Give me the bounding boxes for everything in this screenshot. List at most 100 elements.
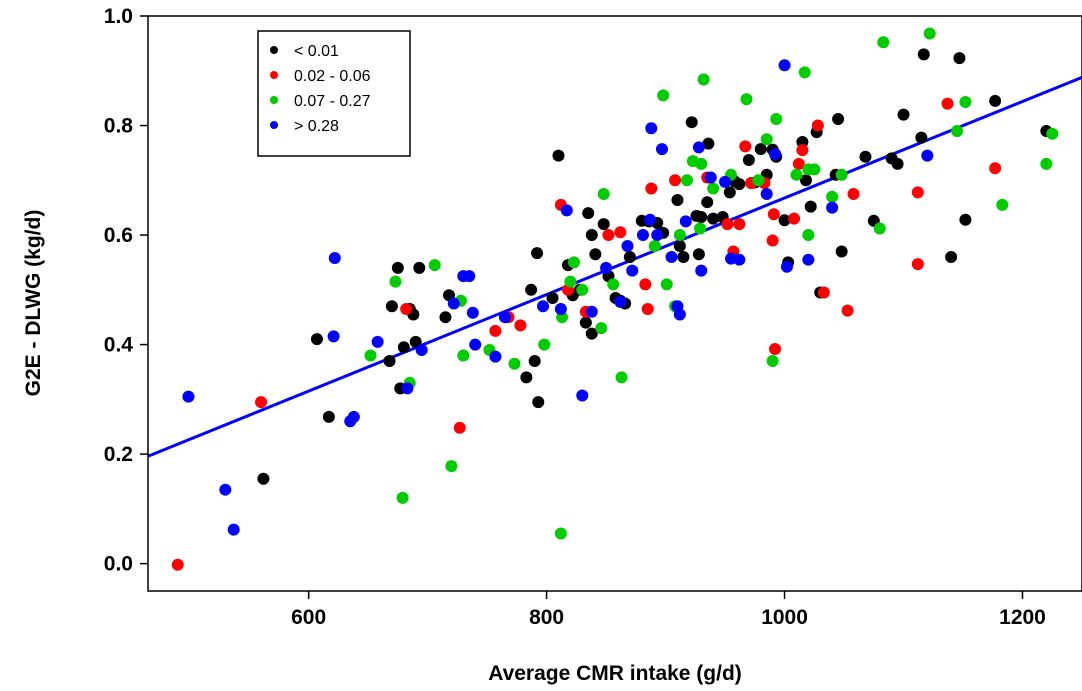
data-point <box>817 286 830 299</box>
y-tick-label: 0.6 <box>104 224 133 247</box>
data-point <box>915 131 928 144</box>
series-3-points <box>182 59 934 536</box>
data-point <box>520 371 533 384</box>
data-point <box>585 305 598 318</box>
data-point <box>707 212 720 225</box>
data-point <box>602 229 615 242</box>
data-point <box>796 144 809 157</box>
data-point <box>439 311 452 324</box>
data-point <box>645 182 658 195</box>
data-point <box>790 168 803 181</box>
data-point <box>673 240 686 252</box>
data-point <box>489 324 502 337</box>
data-point <box>389 275 402 288</box>
data-point <box>532 396 545 409</box>
data-point <box>171 558 184 571</box>
data-point <box>692 248 705 261</box>
data-point <box>733 253 746 266</box>
data-point <box>227 523 240 536</box>
legend-marker <box>270 121 278 129</box>
data-point <box>665 250 678 263</box>
data-point <box>941 97 954 110</box>
legend-label: 0.02 - 0.06 <box>294 68 371 85</box>
data-point <box>897 108 910 121</box>
data-point <box>257 472 270 485</box>
data-point <box>567 256 580 269</box>
data-point <box>657 89 670 102</box>
data-point <box>673 229 686 242</box>
data-point <box>498 311 511 324</box>
data-point <box>767 208 780 221</box>
data-point <box>989 162 1002 175</box>
legend-marker <box>270 46 278 54</box>
data-point <box>788 212 801 225</box>
data-point <box>255 396 268 409</box>
data-point <box>778 214 791 227</box>
data-point <box>1046 127 1059 140</box>
data-point <box>636 229 649 242</box>
data-point <box>1040 157 1053 170</box>
data-point <box>528 355 541 367</box>
data-point <box>719 175 732 188</box>
data-point <box>826 201 839 214</box>
plot-frame <box>147 15 1082 592</box>
data-point <box>671 194 684 206</box>
data-point <box>701 196 714 209</box>
data-point <box>873 222 886 235</box>
data-point <box>537 300 550 313</box>
data-point <box>327 330 340 343</box>
data-point <box>996 198 1009 211</box>
data-point <box>546 292 559 305</box>
data-point <box>802 253 815 266</box>
data-point <box>371 335 384 348</box>
data-point <box>525 283 538 296</box>
data-point <box>891 157 904 170</box>
data-point <box>921 149 934 162</box>
data-point <box>401 382 414 395</box>
data-point <box>799 174 812 187</box>
data-point <box>564 275 577 288</box>
legend-box <box>257 30 411 157</box>
data-point <box>597 187 610 200</box>
data-point <box>489 350 502 363</box>
data-point <box>648 240 661 252</box>
data-point <box>615 371 628 384</box>
data-point <box>754 143 767 156</box>
data-point <box>614 226 627 239</box>
y-axis-label: G2E - DLWG (kg/d) <box>22 210 45 397</box>
data-point <box>959 213 972 226</box>
data-point <box>697 73 710 86</box>
data-point <box>655 143 668 156</box>
data-point <box>400 302 413 315</box>
data-point <box>466 306 479 319</box>
series-0-points <box>257 48 1053 485</box>
data-point <box>951 125 964 137</box>
data-point <box>695 157 708 170</box>
data-point <box>989 94 1002 107</box>
data-point <box>585 229 598 242</box>
data-point <box>953 52 966 65</box>
data-point <box>923 27 936 40</box>
data-point <box>397 341 410 354</box>
data-point <box>796 135 809 148</box>
data-point <box>219 483 232 496</box>
data-point <box>428 259 441 272</box>
data-point <box>841 304 854 317</box>
data-point <box>707 182 720 195</box>
data-point <box>531 247 544 260</box>
data-point <box>911 186 924 199</box>
data-point <box>811 119 824 132</box>
data-point <box>721 218 734 231</box>
data-point <box>385 300 398 313</box>
data-point <box>607 278 620 291</box>
data-point <box>595 322 608 335</box>
data-point <box>802 229 815 242</box>
data-point <box>770 112 783 125</box>
data-point <box>413 261 426 274</box>
data-point <box>614 295 627 308</box>
data-point <box>322 410 335 423</box>
data-point <box>585 327 598 340</box>
data-point <box>760 133 773 146</box>
data-point <box>383 355 396 367</box>
series-2-points <box>364 27 1059 540</box>
